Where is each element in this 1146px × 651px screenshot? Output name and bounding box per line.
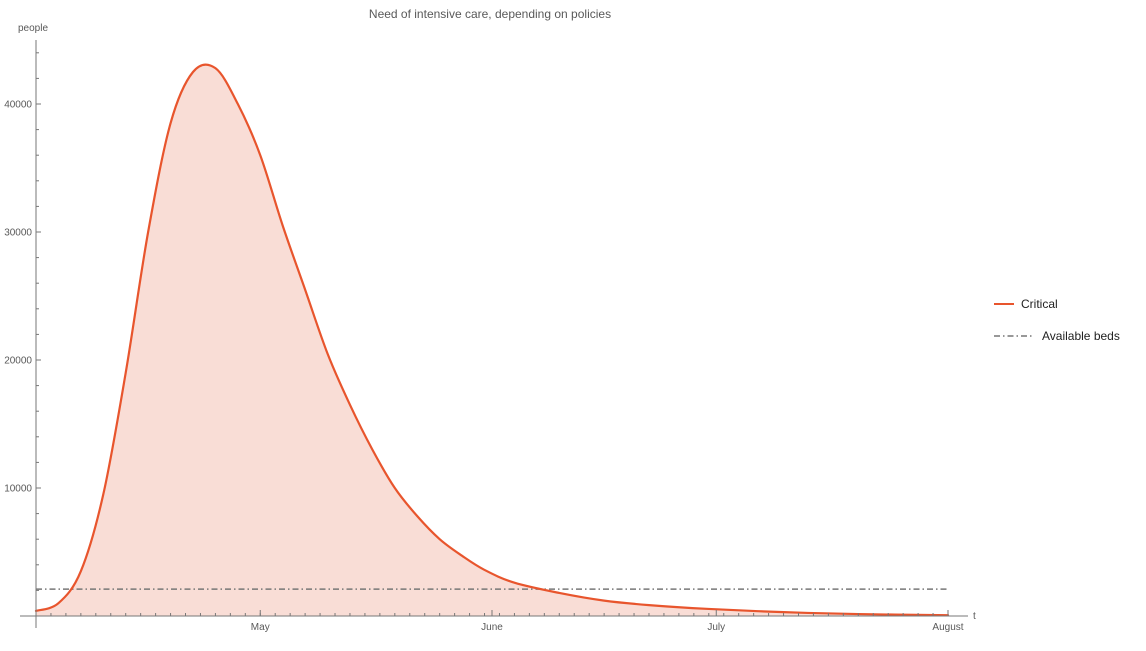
plot-area (34, 63, 950, 617)
x-tick-label: August (932, 622, 963, 633)
y-tick-label: 40000 (4, 100, 32, 111)
legend: Critical Available beds (994, 297, 1120, 343)
y-tick-label: 30000 (4, 228, 32, 239)
axis-ticks: 10000 20000 30000 40000 May June July August (4, 52, 964, 633)
y-tick-label: 20000 (4, 356, 32, 367)
x-tick-label: July (707, 622, 725, 633)
chart-title: Need of intensive care, depending on pol… (369, 7, 611, 21)
legend-label-critical: Critical (1021, 297, 1058, 311)
series-line-critical (34, 63, 950, 617)
x-tick-label: June (481, 622, 503, 633)
x-axis-label: t (973, 611, 976, 622)
y-tick-label: 10000 (4, 484, 32, 495)
series-area-critical (36, 64, 948, 616)
x-tick-label: May (251, 622, 270, 633)
y-axis-label: people (18, 23, 48, 34)
legend-label-available-beds: Available beds (1042, 329, 1120, 343)
